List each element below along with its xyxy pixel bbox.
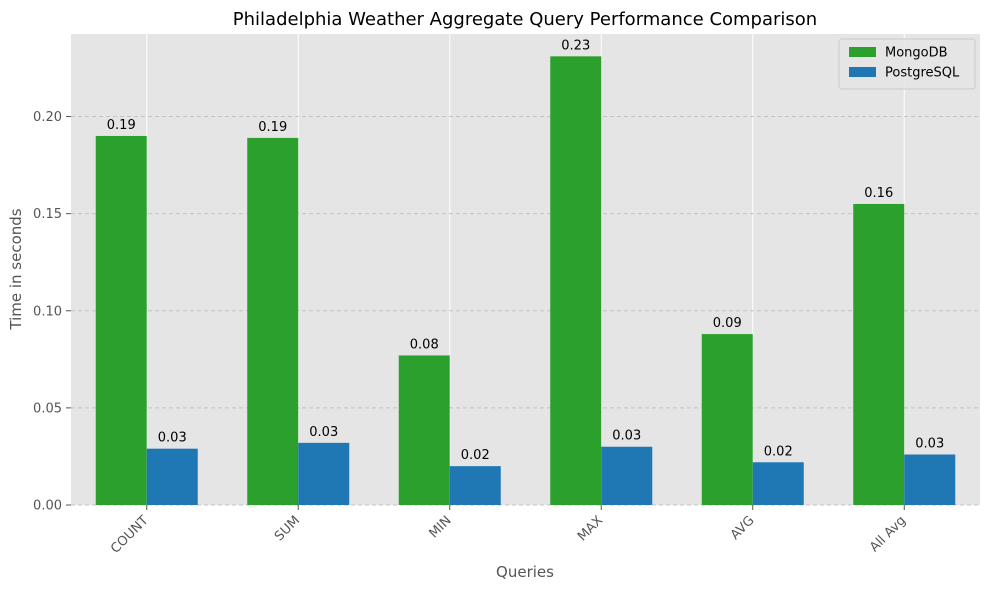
bar-value-label: 0.19: [107, 118, 136, 133]
plot-area: [71, 34, 980, 505]
x-tick-label: MIN: [426, 513, 454, 541]
bar-value-label: 0.23: [561, 38, 590, 53]
legend-swatch-postgresql: [849, 67, 876, 77]
x-tick-label: COUNT: [108, 513, 152, 557]
bar-mongodb-count: [95, 135, 147, 506]
data-labels: 0.19 0.19 0.08 0.23 0.09 0.16 0.03 0.03 0.02 0.03…: [107, 38, 944, 463]
bar-postgresql-count: [146, 448, 198, 505]
bar-mongodb-all-avg: [853, 203, 905, 505]
bar-value-label: 0.09: [713, 316, 742, 331]
bar-value-label: 0.03: [915, 437, 944, 452]
y-tick-label: 0.15: [33, 207, 62, 222]
x-axis-label: Queries: [496, 563, 554, 581]
bar-postgresql-sum: [298, 442, 350, 505]
legend-label-mongodb: MongoDB: [885, 46, 948, 61]
x-axis-ticks: COUNT SUM MIN MAX AVG All Avg: [108, 505, 909, 557]
bar-mongodb-min: [398, 355, 450, 505]
bar-value-label: 0.03: [158, 431, 187, 446]
bar-postgresql-min: [449, 466, 501, 505]
bar-mongodb-sum: [247, 137, 299, 505]
bar-mongodb-avg: [701, 334, 753, 505]
legend-swatch-mongodb: [849, 47, 876, 57]
bar-value-label: 0.19: [258, 120, 287, 135]
bar-value-label: 0.03: [309, 425, 338, 440]
y-tick-label: 0.05: [33, 401, 62, 416]
chart-title: Philadelphia Weather Aggregate Query Per…: [233, 9, 817, 30]
bar-postgresql-all-avg: [904, 454, 956, 505]
bar-value-label: 0.08: [410, 337, 439, 352]
bar-value-label: 0.16: [864, 186, 893, 201]
bar-value-label: 0.02: [764, 444, 793, 459]
y-tick-label: 0.00: [33, 499, 62, 514]
bars: [95, 56, 956, 506]
x-tick-label: AVG: [728, 513, 758, 543]
bar-postgresql-avg: [752, 462, 804, 505]
bar-value-label: 0.02: [461, 448, 490, 463]
x-tick-label: SUM: [272, 513, 303, 544]
y-axis-ticks: 0.00 0.05 0.10 0.15 0.20: [33, 110, 71, 514]
legend: MongoDB PostgreSQL: [838, 38, 976, 90]
x-tick-label: MAX: [575, 513, 606, 544]
y-tick-label: 0.10: [33, 304, 62, 319]
bar-mongodb-max: [550, 56, 602, 505]
bar-postgresql-max: [601, 446, 653, 505]
x-tick-label: All Avg: [867, 513, 909, 555]
legend-label-postgresql: PostgreSQL: [885, 66, 960, 81]
bar-value-label: 0.03: [612, 429, 641, 444]
y-axis-label: Time in seconds: [7, 208, 25, 330]
y-tick-label: 0.20: [33, 110, 62, 125]
